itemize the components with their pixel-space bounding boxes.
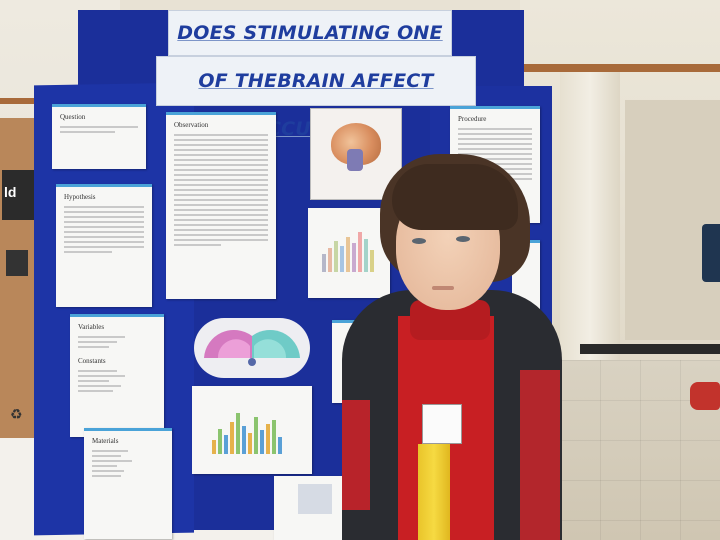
observation-heading: Observation (174, 121, 209, 129)
recycle-icon: ♻ (10, 406, 23, 422)
bar-chart-top (322, 228, 382, 272)
poster-title-line-2: OF THEBRAIN AFFECT ACCURACY? (156, 56, 476, 140)
variables-heading: Variables (78, 323, 105, 331)
wood-trim (520, 64, 720, 72)
box-logo (2, 170, 38, 220)
question-heading: Question (60, 113, 86, 121)
name-tag (422, 404, 462, 444)
hair-fringe (392, 164, 518, 230)
doorway (625, 100, 720, 340)
observation-paper: Observation (166, 112, 276, 299)
wood-trim-left (0, 98, 40, 104)
procedure-heading: Procedure (458, 115, 487, 123)
question-paper: Question (52, 104, 146, 169)
right-eye (456, 236, 470, 242)
table-sheet (274, 476, 344, 540)
bar-chart-paper-bottom (192, 386, 312, 474)
materials-paper: Materials (84, 428, 172, 539)
hypothesis-paper: Hypothesis (56, 184, 152, 307)
bar-chart-bottom (212, 408, 296, 454)
brain-stem (347, 149, 363, 171)
bar-chart-paper-top (308, 208, 390, 298)
constants-heading: Constants (78, 357, 106, 365)
pillar (560, 72, 620, 362)
mouth (432, 286, 454, 290)
hemisphere-fan-svg (204, 329, 300, 366)
materials-heading: Materials (92, 437, 119, 445)
jacket-red-panel-left (342, 400, 370, 510)
backpack (702, 224, 720, 282)
award-ribbon (418, 444, 450, 540)
box-icon (6, 250, 28, 276)
brain-hemisphere-diagram (194, 318, 310, 378)
left-eye (412, 238, 426, 244)
variables-paper: Variables Constants (70, 314, 164, 437)
poster-title-line-1: DOES STIMULATING ONE SIDE (168, 10, 452, 88)
jacket-red-panel-right (520, 370, 560, 540)
sneaker (690, 382, 720, 410)
baseboard (580, 344, 720, 354)
box-label: ld (4, 184, 17, 200)
hypothesis-heading: Hypothesis (64, 193, 96, 201)
